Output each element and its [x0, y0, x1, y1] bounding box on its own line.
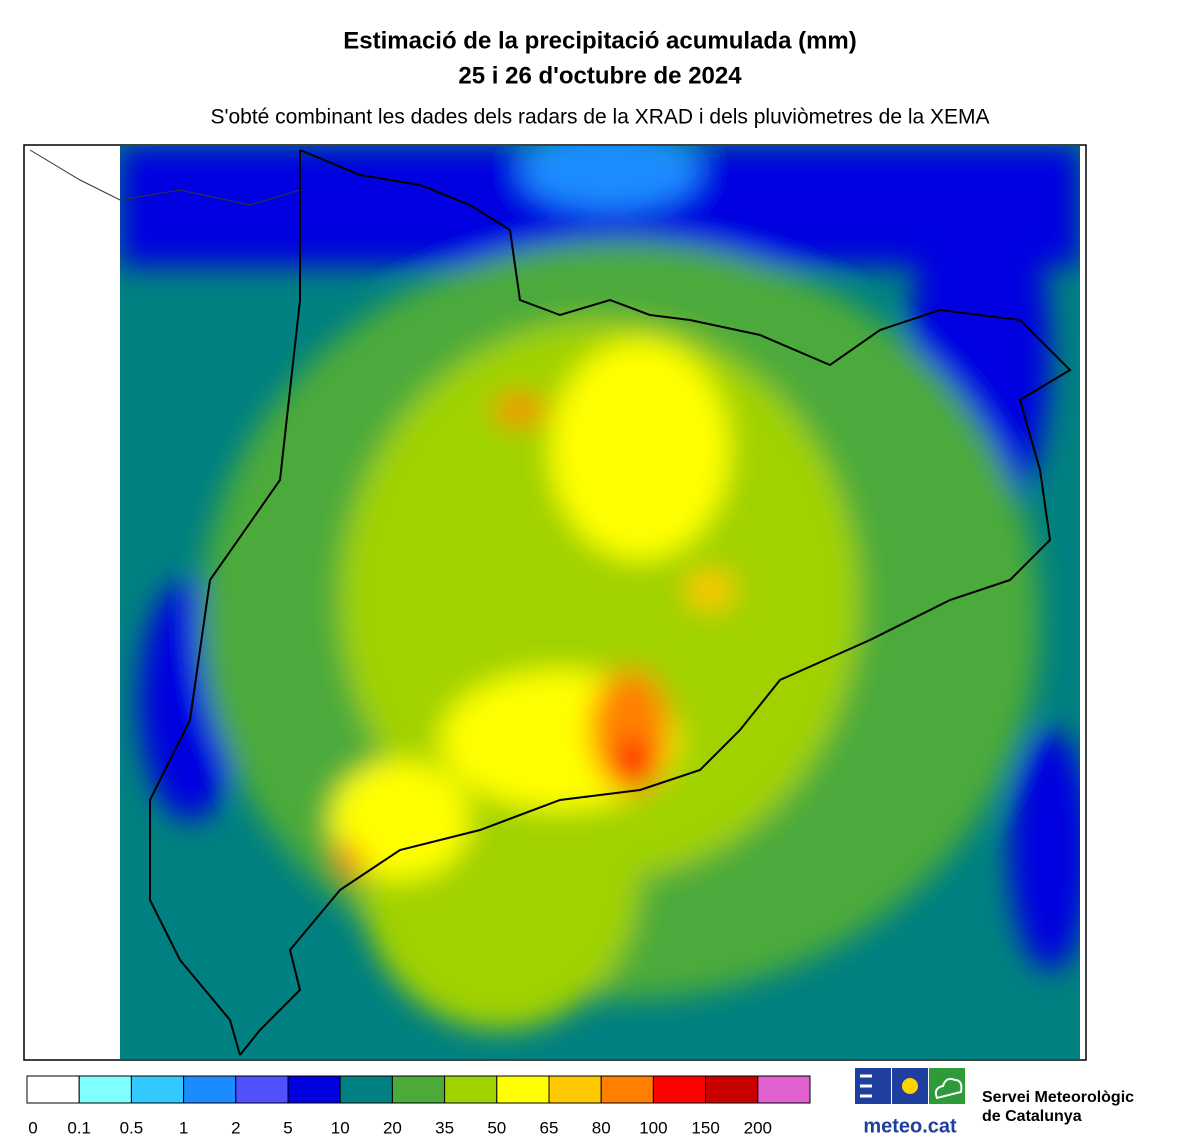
- legend-label: 1: [179, 1118, 188, 1137]
- legend-label: 0.5: [120, 1118, 144, 1137]
- legend-label: 150: [691, 1118, 719, 1137]
- legend-swatch: [705, 1075, 759, 1104]
- legend-swatch: [183, 1075, 237, 1104]
- legend-label: 100: [639, 1118, 667, 1137]
- legend-label: 50: [487, 1118, 506, 1137]
- legend-label: 0.1: [67, 1118, 91, 1137]
- legend-label: 10: [331, 1118, 350, 1137]
- legend-label: 0: [28, 1118, 37, 1137]
- org-name: Servei Meteorològic: [982, 1089, 1134, 1106]
- legend-label: 200: [744, 1118, 772, 1137]
- legend-swatch: [339, 1075, 393, 1104]
- date: 25 i 26 d'octubre de 2024: [458, 62, 742, 89]
- legend-swatch: [600, 1075, 654, 1104]
- legend-label: 80: [592, 1118, 611, 1137]
- legend: 0 0.1 0.5 1 2 5 10 20 35 50 65 80 100 150 200: [26, 1075, 811, 1137]
- legend-swatch: [757, 1075, 811, 1104]
- legend-label: 20: [383, 1118, 402, 1137]
- logo-name: meteo.cat: [863, 1115, 957, 1137]
- title: Estimació de la precipitació acumulada (…: [343, 27, 857, 54]
- legend-label: 5: [283, 1118, 292, 1137]
- legend-swatch: [287, 1075, 341, 1104]
- legend-label: 2: [231, 1118, 240, 1137]
- org-name: de Catalunya: [982, 1108, 1082, 1125]
- legend-label: 35: [435, 1118, 454, 1137]
- precip-map: [23, 144, 1087, 1061]
- subtitle: S'obté combinant les dades dels radars d…: [210, 106, 989, 129]
- logo: meteo.cat Servei Meteorològic de Catalun…: [855, 1068, 1134, 1137]
- legend-swatch: [444, 1075, 498, 1104]
- legend-swatch: [652, 1075, 707, 1104]
- legend-swatch: [496, 1075, 550, 1104]
- legend-swatch: [130, 1075, 185, 1104]
- legend-swatch: [78, 1075, 132, 1104]
- legend-swatch: [235, 1075, 289, 1104]
- legend-label: 65: [540, 1118, 559, 1137]
- legend-swatch: [26, 1075, 80, 1104]
- legend-swatch: [548, 1075, 602, 1104]
- legend-swatch: [391, 1075, 446, 1104]
